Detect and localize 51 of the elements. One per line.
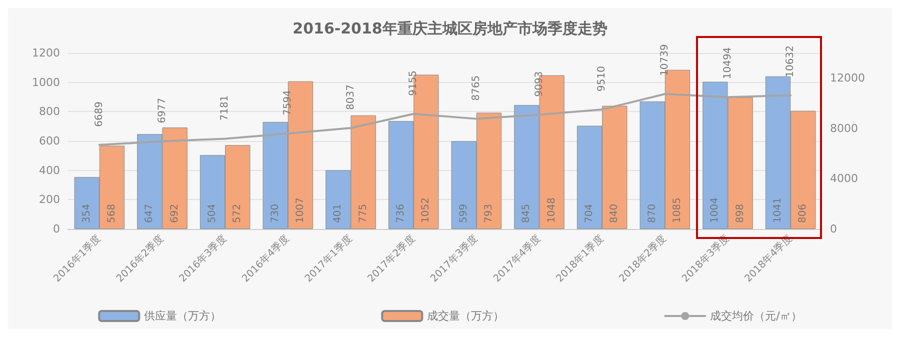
y-tick-label: 800 bbox=[39, 105, 60, 118]
y2-tick-label: 12000 bbox=[830, 72, 865, 85]
y2-tick-label: 8000 bbox=[830, 122, 858, 135]
data-label: 10494 bbox=[722, 47, 734, 80]
chart-title: 2016-2018年重庆主城区房地产市场季度走势 bbox=[292, 20, 608, 38]
data-label: 6977 bbox=[156, 98, 168, 124]
y2-tick-label: 4000 bbox=[830, 172, 858, 186]
data-label: 8765 bbox=[470, 75, 482, 101]
data-label: 6689 bbox=[94, 101, 105, 127]
y-tick-label: 400 bbox=[39, 164, 60, 177]
data-label: 840 bbox=[609, 204, 620, 223]
data-label: 10632 bbox=[785, 46, 796, 78]
data-label: 806 bbox=[798, 204, 809, 223]
data-label: 572 bbox=[232, 204, 244, 223]
data-label: 1052 bbox=[420, 198, 432, 223]
data-label: 898 bbox=[734, 204, 746, 223]
data-label: 1085 bbox=[672, 198, 683, 223]
y2-tick-label: 0 bbox=[830, 222, 837, 236]
data-label: 7594 bbox=[282, 90, 294, 116]
data-label: 1007 bbox=[294, 198, 306, 223]
y-tick-label: 1200 bbox=[32, 46, 60, 60]
data-label: 7181 bbox=[220, 95, 231, 121]
data-label: 647 bbox=[144, 204, 156, 223]
data-label: 1004 bbox=[710, 198, 721, 223]
data-label: 1048 bbox=[546, 198, 558, 223]
data-label: 845 bbox=[521, 204, 532, 223]
data-label: 730 bbox=[270, 204, 281, 223]
data-label: 9510 bbox=[596, 66, 608, 92]
data-label: 692 bbox=[169, 204, 180, 223]
data-label: 775 bbox=[358, 204, 369, 223]
legend-label: 供应量（万方） bbox=[144, 310, 222, 322]
data-label: 9093 bbox=[534, 71, 545, 97]
data-label: 504 bbox=[207, 204, 218, 223]
data-label: 8037 bbox=[345, 84, 356, 110]
data-label: 736 bbox=[396, 204, 407, 223]
data-label: 10739 bbox=[659, 44, 670, 76]
data-label: 599 bbox=[458, 204, 470, 223]
data-label: 354 bbox=[81, 204, 92, 223]
legend-label: 成交量（万方） bbox=[427, 310, 504, 322]
data-label: 401 bbox=[332, 204, 344, 223]
y-tick-label: 200 bbox=[39, 193, 60, 206]
data-label: 568 bbox=[106, 204, 118, 223]
y-tick-label: 0 bbox=[53, 222, 60, 236]
legend-label: 成交均价（元/㎡） bbox=[710, 310, 802, 322]
data-label: 704 bbox=[584, 204, 596, 223]
data-label: 870 bbox=[646, 204, 658, 223]
data-label: 9155 bbox=[408, 70, 420, 96]
y-tick-label: 1000 bbox=[32, 76, 60, 89]
data-label: 1041 bbox=[772, 198, 784, 223]
data-label: 793 bbox=[483, 204, 494, 223]
y-tick-label: 600 bbox=[39, 134, 60, 148]
